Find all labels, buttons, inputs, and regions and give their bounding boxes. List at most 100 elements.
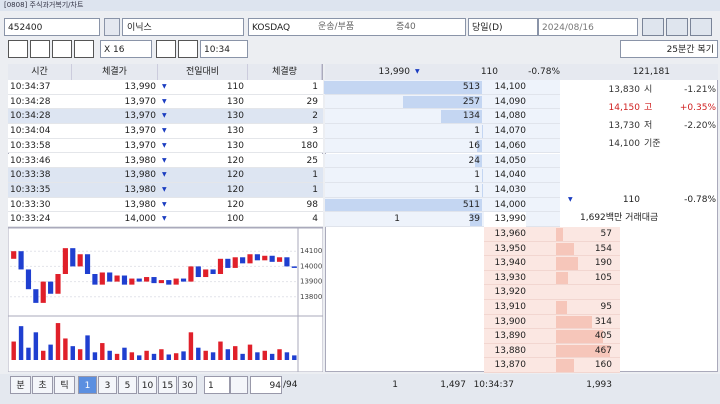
candle-body: [99, 272, 105, 285]
trade-price: 13,980: [124, 199, 157, 210]
volume-bar: [262, 350, 267, 360]
y-tick-label: 13900: [300, 278, 322, 286]
interval-button[interactable]: 5: [118, 376, 137, 394]
candle-body: [217, 258, 224, 274]
ask-row: [325, 168, 560, 183]
trade-row: [8, 80, 323, 95]
trade-row: [8, 197, 323, 213]
volume-bar: [218, 341, 223, 360]
tool-button[interactable]: [690, 18, 712, 36]
candle-body: [262, 255, 268, 261]
nav-button[interactable]: [74, 40, 94, 58]
volume-bar: [203, 350, 208, 360]
candle-body: [180, 278, 187, 282]
y-tick-label: 14100: [300, 247, 322, 255]
trade-time: 10:33:58: [10, 140, 51, 151]
interval-button[interactable]: 3: [98, 376, 117, 394]
candle-body: [276, 257, 283, 262]
stop-button[interactable]: [178, 40, 198, 58]
chart-bg: [8, 228, 323, 372]
unit-button[interactable]: 분: [10, 376, 31, 394]
count-input[interactable]: 1: [204, 376, 230, 394]
info-pct: +0.35%: [679, 103, 716, 113]
ask-qty: 257: [462, 96, 480, 107]
bid-bar: [556, 257, 578, 270]
bid-row: [484, 241, 620, 257]
market: KOSDAQ: [248, 18, 466, 36]
trade-price: 14,000: [124, 214, 157, 225]
ask-price: 14,030: [494, 184, 527, 195]
speed[interactable]: X 16: [100, 40, 152, 58]
trades-header: 전일대비: [158, 64, 248, 80]
count-dropdown[interactable]: [230, 376, 248, 394]
period[interactable]: 당일(D): [468, 18, 538, 36]
interval-button[interactable]: 10: [138, 376, 157, 394]
volume-bar: [92, 352, 98, 360]
nav-button[interactable]: [30, 40, 50, 58]
candle-body: [151, 277, 157, 284]
trade-arrow: ▼: [162, 200, 167, 208]
candle-body: [33, 289, 39, 303]
window-title: [0808] 주식과거복기/차트: [4, 1, 84, 9]
candle-body: [25, 269, 32, 290]
trade-change: 120: [226, 199, 244, 210]
ask-row: [325, 153, 560, 169]
interval-button[interactable]: 30: [178, 376, 197, 394]
bid-bar: [556, 315, 593, 329]
ask-bar: [402, 95, 482, 109]
trade-time: 10:33:24: [10, 214, 51, 225]
candle-body: [284, 257, 290, 267]
candle-body: [166, 280, 172, 285]
candle-body: [225, 258, 231, 268]
tool-button[interactable]: [666, 18, 688, 36]
volume-bar: [107, 350, 112, 360]
bid-qty: 405: [594, 331, 612, 342]
info-label: 시: [644, 85, 653, 95]
info-pct: -2.20%: [684, 121, 716, 131]
time-input[interactable]: 10:34: [200, 40, 248, 58]
volume-bar: [48, 344, 53, 360]
ask-row: [325, 138, 560, 154]
ask-bar: [474, 154, 482, 168]
trade-price: 13,980: [124, 155, 157, 166]
nav-button[interactable]: [8, 40, 28, 58]
bid-qty: 190: [594, 258, 612, 269]
candle-body: [11, 251, 17, 259]
search-icon[interactable]: [104, 18, 120, 36]
trade-change: 130: [226, 111, 244, 122]
date: 2024/08/16: [538, 18, 638, 36]
interval-button[interactable]: 1: [78, 376, 97, 394]
candle-body: [114, 275, 120, 282]
trade-volume: 29: [306, 96, 318, 107]
ask-qty: 134: [462, 111, 480, 122]
info-change-pct: -0.78%: [684, 195, 716, 205]
info-pct: -1.21%: [684, 85, 716, 95]
trade-row: [8, 138, 323, 154]
volume-bar: [210, 352, 216, 360]
code-input[interactable]: 452400: [4, 18, 100, 36]
trade-volume: 4: [312, 214, 318, 225]
trade-volume: 1: [312, 170, 318, 181]
replay[interactable]: 25분간 복기: [620, 40, 718, 58]
tool-button[interactable]: [642, 18, 664, 36]
info-change: 110: [622, 195, 640, 205]
volume-bar: [196, 347, 201, 360]
bid-price: 13,910: [494, 302, 527, 312]
volume-bar: [292, 355, 297, 360]
info-value: 13,730: [608, 121, 641, 131]
trade-volume: 2: [312, 111, 318, 122]
bid-bar: [556, 242, 574, 256]
ask-price: 14,100: [494, 82, 527, 92]
interval-button[interactable]: 15: [158, 376, 177, 394]
bid-price: 13,900: [494, 316, 527, 327]
candle-body: [18, 251, 24, 270]
nav-button[interactable]: [52, 40, 72, 58]
candle-body: [158, 280, 164, 284]
trade-row: [8, 153, 323, 169]
ask-price: 14,070: [494, 126, 527, 137]
bid-row: [484, 256, 620, 271]
unit-button[interactable]: 초: [32, 376, 53, 394]
pause-button[interactable]: [156, 40, 176, 58]
unit-button[interactable]: 틱: [54, 376, 75, 394]
bid-price: 13,920: [494, 287, 527, 298]
